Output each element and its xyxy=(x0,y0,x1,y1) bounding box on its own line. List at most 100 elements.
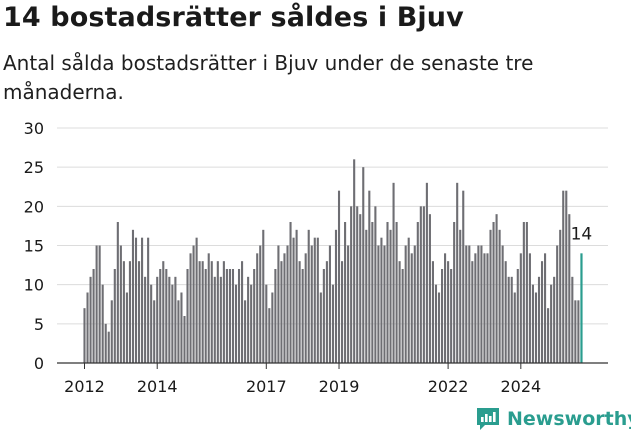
bar xyxy=(456,182,459,363)
bar xyxy=(228,269,231,363)
bar xyxy=(480,245,483,363)
bar xyxy=(574,300,577,363)
bar xyxy=(201,261,204,363)
bar xyxy=(98,245,101,363)
bar xyxy=(331,284,335,363)
bar xyxy=(310,245,313,363)
bar xyxy=(562,190,565,363)
bar xyxy=(83,308,86,363)
bar xyxy=(459,229,462,363)
bars xyxy=(83,159,583,363)
bar xyxy=(462,190,465,363)
bar xyxy=(137,261,141,363)
bar xyxy=(440,269,444,363)
bar xyxy=(116,222,119,363)
bar xyxy=(571,276,574,363)
bar xyxy=(328,245,331,363)
bar xyxy=(401,269,404,363)
brand-logo: Newsworthy xyxy=(475,406,631,432)
bar xyxy=(344,222,347,363)
bar xyxy=(225,269,228,363)
bar xyxy=(398,261,401,363)
bar xyxy=(422,206,425,363)
bar xyxy=(444,253,447,363)
bar xyxy=(383,245,386,363)
bar xyxy=(147,237,150,363)
bar xyxy=(368,190,371,363)
bar xyxy=(234,284,238,363)
bar xyxy=(110,300,113,363)
bar xyxy=(513,292,516,363)
bar xyxy=(453,222,456,363)
bar xyxy=(174,276,177,363)
bar xyxy=(504,261,507,363)
bar xyxy=(528,253,531,363)
bar xyxy=(283,253,286,363)
bar xyxy=(337,190,341,363)
bar xyxy=(519,253,522,363)
bar xyxy=(374,206,377,363)
bar xyxy=(122,261,125,363)
bar xyxy=(101,284,104,363)
bar xyxy=(198,261,201,363)
bar xyxy=(468,245,471,363)
bar xyxy=(89,276,92,363)
bar xyxy=(550,284,553,363)
bar xyxy=(219,276,222,363)
x-tick-label: 2024 xyxy=(500,377,541,396)
bar xyxy=(428,214,431,363)
bar xyxy=(347,245,350,363)
x-tick-label: 2017 xyxy=(246,377,287,396)
bar xyxy=(265,284,268,363)
bar xyxy=(280,261,283,363)
bar xyxy=(492,222,495,363)
bar xyxy=(165,269,168,363)
bar xyxy=(298,261,301,363)
annotations: 14 xyxy=(571,224,593,244)
bar xyxy=(231,269,235,363)
y-tick-label: 20 xyxy=(24,197,44,216)
x-tick-label: 2012 xyxy=(64,377,105,396)
bar xyxy=(162,261,165,363)
bar xyxy=(250,284,253,363)
bar xyxy=(322,269,325,363)
bar xyxy=(259,245,262,363)
bar xyxy=(477,245,480,363)
bar xyxy=(156,276,159,363)
bar xyxy=(359,214,362,363)
y-tick-label: 25 xyxy=(24,158,44,177)
y-tick-label: 0 xyxy=(34,354,44,373)
bar xyxy=(159,269,162,363)
bar xyxy=(413,245,416,363)
x-axis-ticks: 2012 2014 2017 2019 2022 2024 xyxy=(64,363,541,396)
x-tick-label: 2019 xyxy=(319,377,360,396)
bar-highlight xyxy=(580,253,583,363)
bar xyxy=(131,229,135,363)
bar xyxy=(128,261,131,363)
bar xyxy=(568,214,571,363)
bar xyxy=(207,253,210,363)
bar xyxy=(537,276,541,363)
y-tick-label: 5 xyxy=(34,315,44,334)
bar xyxy=(534,292,538,363)
bar xyxy=(365,229,368,363)
newsworthy-logo-icon xyxy=(477,408,499,430)
bar xyxy=(177,300,180,363)
bar xyxy=(192,245,195,363)
bar xyxy=(334,229,338,363)
bar xyxy=(262,229,265,363)
bar xyxy=(410,253,413,363)
x-tick-label: 2014 xyxy=(137,377,178,396)
bar xyxy=(371,222,374,363)
bar xyxy=(540,261,544,363)
bar xyxy=(277,245,280,363)
bar xyxy=(295,229,298,363)
bar xyxy=(189,253,192,363)
bar xyxy=(153,300,156,363)
bar xyxy=(377,245,380,363)
bar xyxy=(180,292,183,363)
bar xyxy=(353,159,356,363)
bar xyxy=(92,269,95,363)
bar xyxy=(416,222,419,363)
bar xyxy=(325,261,328,363)
